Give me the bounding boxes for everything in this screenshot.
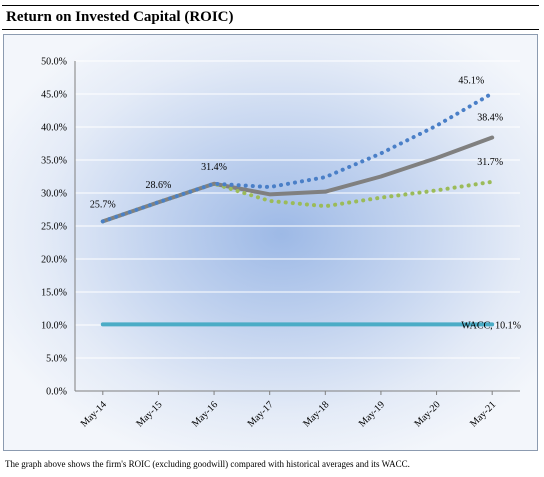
y-tick-label: 10.0% xyxy=(41,321,67,332)
x-tick-label: May-19 xyxy=(357,399,387,429)
data-label: 45.1% xyxy=(458,75,484,86)
chart-caption: The graph above shows the firm's ROIC (e… xyxy=(5,459,410,469)
data-label: 31.7% xyxy=(477,157,503,168)
chart-area xyxy=(3,34,538,451)
series-line-2 xyxy=(100,179,495,224)
title-bar: Return on Invested Capital (ROIC) xyxy=(2,5,539,30)
y-tick-label: 40.0% xyxy=(41,123,67,134)
data-label: 38.4% xyxy=(477,113,503,124)
y-tick-label: 35.0% xyxy=(41,156,67,167)
data-label: 25.7% xyxy=(90,199,116,210)
series-line-1 xyxy=(100,91,495,224)
data-label: WACC, 10.1% xyxy=(461,320,521,331)
y-tick-label: 30.0% xyxy=(41,189,67,200)
chart-title: Return on Invested Capital (ROIC) xyxy=(6,9,234,25)
data-label: 31.4% xyxy=(201,162,227,173)
y-tick-label: 20.0% xyxy=(41,255,67,266)
x-tick-label: May-15 xyxy=(134,399,164,429)
x-tick-label: May-14 xyxy=(79,399,109,429)
x-tick-label: May-16 xyxy=(190,399,220,429)
x-tick-label: May-21 xyxy=(468,399,498,429)
x-tick-label: May-18 xyxy=(301,399,331,429)
data-label: 28.6% xyxy=(146,180,172,191)
y-tick-label: 0.0% xyxy=(46,387,67,398)
y-tick-label: 45.0% xyxy=(41,90,67,101)
y-tick-label: 15.0% xyxy=(41,288,67,299)
x-tick-label: May-17 xyxy=(246,399,276,429)
y-tick-label: 5.0% xyxy=(46,354,67,365)
y-tick-label: 25.0% xyxy=(41,222,67,233)
series-line-0 xyxy=(100,135,495,224)
x-tick-label: May-20 xyxy=(413,399,443,429)
y-tick-label: 50.0% xyxy=(41,57,67,68)
